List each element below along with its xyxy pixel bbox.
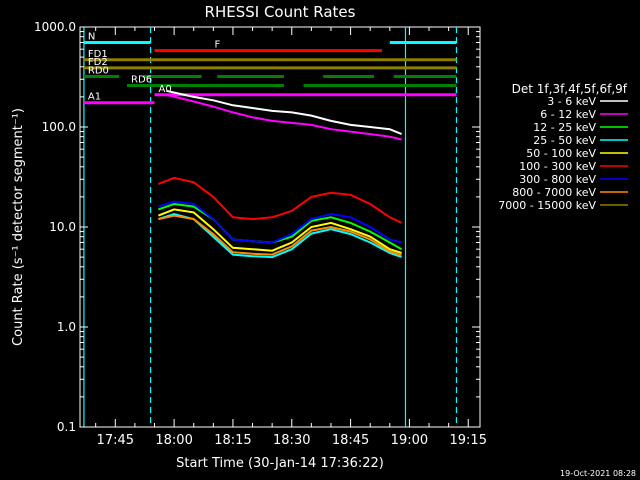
series-line <box>166 89 402 136</box>
legend-entry-label: 100 - 300 keV <box>519 160 596 173</box>
legend-title: Det 1f,3f,4f,5f,6f,9f <box>512 82 628 96</box>
flag-label-rd0: RD0 <box>88 65 109 76</box>
x-tick-label: 19:00 <box>391 433 428 448</box>
footer-date: 19-Oct-2021 08:28 <box>560 469 636 478</box>
x-axis: 17:45 18:00 18:15 18:30 18:45 19:00 19:15 <box>95 27 487 448</box>
x-tick-label: 18:00 <box>155 433 192 448</box>
x-tick-label: 17:45 <box>97 433 134 448</box>
y-tick-label: 0.1 <box>57 420 76 434</box>
y-axis: 0.1 1.0 10.0 100.0 1000.0 <box>34 20 480 434</box>
y-tick-label: 1.0 <box>57 320 76 334</box>
legend-entry-label: 3 - 6 keV <box>547 95 596 108</box>
series-line <box>158 176 403 224</box>
x-tick-label: 18:45 <box>332 433 369 448</box>
flag-label-f: F <box>215 40 221 51</box>
series-line <box>158 200 402 244</box>
chart-title: RHESSI Count Rates <box>205 3 356 21</box>
y-tick-label: 10.0 <box>49 220 76 234</box>
x-tick-label: 19:15 <box>450 433 487 448</box>
flag-label-a1: A1 <box>88 92 101 103</box>
legend-entry-label: 300 - 800 keV <box>519 173 596 186</box>
data-series <box>158 89 403 259</box>
x-tick-label: 18:15 <box>214 433 251 448</box>
legend-entry-label: 12 - 25 keV <box>533 121 596 134</box>
y-axis-label: Count Rate (s⁻¹ detector segment⁻¹) <box>11 108 26 346</box>
y-tick-label: 100.0 <box>42 120 76 134</box>
legend-entry-label: 7000 - 15000 keV <box>498 199 596 212</box>
legend-entry-label: 800 - 7000 keV <box>512 186 596 199</box>
legend-entry-label: 50 - 100 keV <box>526 147 596 160</box>
x-axis-label: Start Time (30-Jan-14 17:36:22) <box>176 456 384 471</box>
series-line <box>158 202 403 251</box>
legend-entry-label: 6 - 12 keV <box>540 108 596 121</box>
flag-label-rd6: RD6 <box>131 75 152 86</box>
series-line <box>158 208 402 254</box>
flag-label-fd2: FD2 <box>88 57 108 68</box>
flag-label-n: N <box>88 31 95 42</box>
series-line <box>166 93 402 141</box>
flag-label-fd1: FD1 <box>88 49 108 60</box>
x-tick-label: 18:30 <box>273 433 310 448</box>
series-line <box>158 214 402 257</box>
flag-label-a0: A0 <box>159 84 172 95</box>
y-tick-label: 1000.0 <box>34 20 76 34</box>
legend-entry-label: 25 - 50 keV <box>533 134 596 147</box>
